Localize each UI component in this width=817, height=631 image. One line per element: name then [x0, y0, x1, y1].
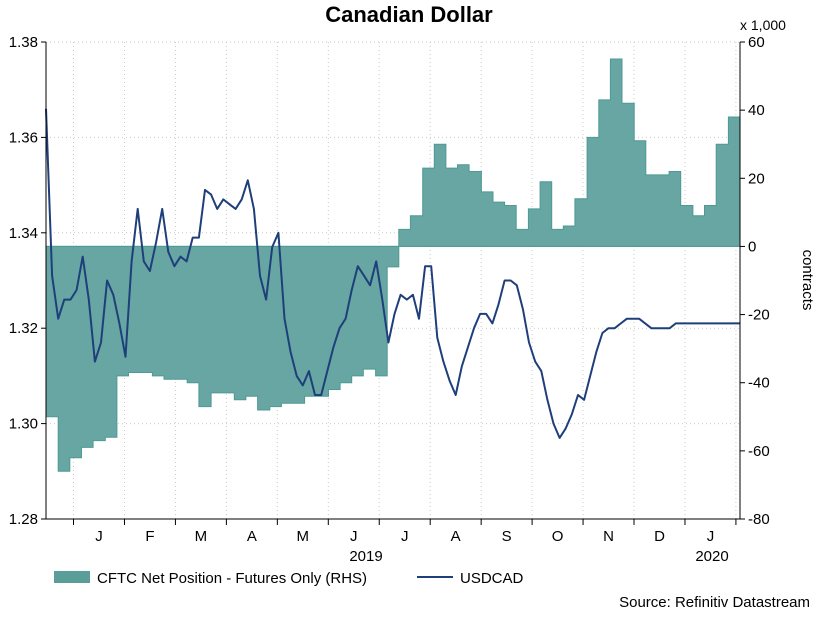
- left-tick-label: 1.34: [9, 225, 38, 242]
- legend-area-label: CFTC Net Position - Futures Only (RHS): [97, 570, 367, 587]
- month-label: M: [297, 528, 310, 545]
- right-axis-label: contracts: [799, 250, 816, 311]
- right-tick-label: -20: [748, 307, 770, 324]
- month-label: A: [451, 528, 461, 545]
- month-label: D: [654, 528, 665, 545]
- usdcad-line: [45, 108, 740, 439]
- month-label: N: [603, 528, 614, 545]
- right-tick-label: -40: [748, 375, 770, 392]
- left-tick-label: 1.32: [9, 320, 38, 337]
- right-tick-label: -80: [748, 511, 770, 528]
- year-label-2019: 2019: [349, 548, 382, 565]
- month-label: M: [195, 528, 208, 545]
- month-label: F: [145, 528, 154, 545]
- legend-area-swatch: [54, 571, 90, 583]
- legend: CFTC Net Position - Futures Only (RHS) U…: [54, 570, 524, 587]
- month-label: S: [502, 528, 512, 545]
- year-label-2020: 2020: [695, 548, 728, 565]
- source-note: Source: Refinitiv Datastream: [619, 594, 810, 611]
- month-label: J: [350, 528, 358, 545]
- chart-title: Canadian Dollar: [325, 2, 493, 27]
- legend-line-label: USDCAD: [460, 570, 524, 587]
- right-tick-label: 0: [748, 238, 756, 255]
- month-label: J: [95, 528, 103, 545]
- right-tick-label: 20: [748, 170, 765, 187]
- left-tick-label: 1.36: [9, 129, 38, 146]
- left-tick-label: 1.38: [9, 34, 38, 51]
- cftc-area: [45, 58, 741, 472]
- month-label: A: [247, 528, 257, 545]
- month-label: J: [707, 528, 715, 545]
- left-tick-label: 1.30: [9, 416, 38, 433]
- month-label: J: [401, 528, 409, 545]
- cftc-area-path: [45, 58, 741, 472]
- month-label: O: [552, 528, 564, 545]
- right-tick-label: 40: [748, 102, 765, 119]
- right-tick-label: 60: [748, 34, 765, 51]
- axes: 1.38 1.36 1.34 1.32 1.30 1.28 60 40 20 0 -20 -40 -60…: [9, 34, 770, 545]
- right-tick-label: -60: [748, 443, 770, 460]
- left-tick-label: 1.28: [9, 511, 38, 528]
- right-axis-unit: x 1,000: [740, 17, 786, 33]
- usdcad-line-path: [45, 108, 740, 439]
